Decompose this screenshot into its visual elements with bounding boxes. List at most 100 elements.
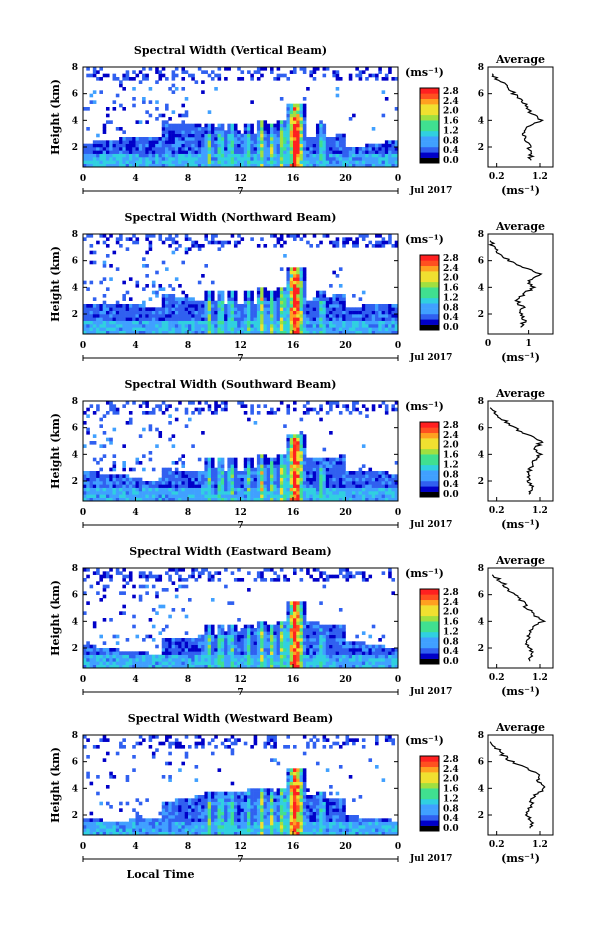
heatmap-cell	[194, 494, 199, 498]
heatmap-cell	[188, 237, 192, 241]
heatmap-cell	[384, 310, 389, 315]
heatmap-cell	[253, 481, 258, 485]
heatmap-cell	[260, 324, 264, 328]
heatmap-cell	[168, 477, 172, 482]
heatmap-cell	[201, 654, 205, 659]
heatmap-cell	[233, 464, 238, 468]
heatmap-cell	[266, 464, 271, 468]
heatmap-cell	[171, 654, 176, 659]
heatmap-cell	[309, 624, 313, 629]
heatmap-cell	[266, 150, 271, 154]
heatmap-cell	[348, 77, 353, 81]
heatmap-cell	[105, 437, 110, 442]
heatmap-cell	[197, 314, 202, 318]
heatmap-cell	[332, 497, 336, 502]
heatmap-cell	[289, 621, 294, 625]
heatmap-cell	[250, 127, 254, 131]
heatmap-cell	[299, 628, 304, 632]
heatmap-cell	[293, 267, 297, 271]
heatmap-cell	[338, 411, 343, 415]
heatmap-cell	[194, 304, 199, 308]
heatmap-cell	[283, 120, 287, 124]
heatmap-cell	[119, 327, 123, 331]
heatmap-cell	[210, 320, 215, 325]
heatmap-cell	[92, 571, 97, 575]
heatmap-cell	[306, 491, 310, 495]
heatmap-cell	[220, 467, 225, 472]
heatmap-cell	[233, 664, 238, 669]
heatmap-cell	[296, 491, 300, 495]
heatmap-cell	[178, 147, 182, 151]
heatmap-cell	[384, 327, 389, 331]
heatmap-cell	[338, 481, 343, 485]
heatmap-cell	[135, 658, 140, 662]
heatmap-cell	[332, 297, 336, 301]
heatmap-cell	[174, 160, 179, 164]
heatmap-cell	[233, 467, 238, 472]
heatmap-cell	[115, 327, 120, 331]
heatmap-cell	[184, 294, 189, 298]
heatmap-cell	[158, 574, 163, 579]
heatmap-cell	[256, 664, 261, 669]
heatmap-cell	[210, 481, 215, 485]
heatmap-cell	[358, 487, 363, 492]
heatmap-cell	[375, 310, 379, 315]
heatmap-cell	[171, 581, 176, 585]
heatmap-cell	[171, 651, 176, 655]
heatmap-cell	[358, 150, 363, 154]
heatmap-cell	[329, 327, 333, 331]
y-tick-label: 8	[72, 63, 78, 73]
heatmap-cell	[210, 651, 215, 655]
heatmap-cell	[296, 320, 300, 325]
heatmap-cell	[384, 477, 389, 482]
heatmap-cell	[276, 628, 281, 632]
heatmap-cell	[312, 137, 317, 141]
heatmap-cell	[89, 324, 94, 328]
heatmap-cell	[384, 157, 389, 161]
heatmap-cell	[240, 648, 245, 652]
heatmap-cell	[115, 304, 120, 308]
heatmap-cell	[240, 157, 245, 161]
heatmap-cell	[332, 240, 336, 245]
x-tick-label: 12	[234, 508, 247, 518]
heatmap-cell	[325, 234, 330, 238]
heatmap-cell	[197, 648, 202, 652]
heatmap-cell	[188, 300, 192, 305]
heatmap-cell	[335, 244, 340, 248]
heatmap-cell	[276, 73, 281, 78]
heatmap-cell	[194, 471, 199, 475]
heatmap-cell	[325, 411, 330, 415]
heatmap-cell	[224, 631, 228, 635]
heatmap-cell	[342, 163, 346, 168]
heatmap-cell	[210, 140, 215, 144]
heatmap-cell	[250, 143, 254, 148]
colorbar-segment	[420, 324, 439, 331]
heatmap-cell	[361, 484, 366, 488]
heatmap-cell	[171, 471, 176, 475]
heatmap-cell	[145, 147, 149, 151]
colorbar-tick-label: 1.6	[443, 117, 459, 127]
heatmap-cell	[201, 658, 205, 662]
heatmap-cell	[102, 618, 107, 622]
heatmap-cell	[204, 234, 208, 238]
heatmap-cell	[293, 277, 297, 281]
heatmap-cell	[322, 330, 327, 335]
heatmap-cell	[151, 307, 156, 311]
heatmap-cell	[240, 638, 245, 642]
heatmap-cell	[302, 611, 307, 615]
heatmap-cell	[322, 638, 327, 642]
heatmap-cell	[181, 157, 186, 161]
heatmap-cell	[128, 297, 133, 301]
heatmap-cell	[365, 304, 369, 308]
heatmap-cell	[217, 123, 222, 128]
heatmap-cell	[171, 83, 176, 88]
heatmap-cell	[158, 160, 163, 164]
heatmap-cell	[142, 571, 146, 575]
heatmap-cell	[224, 497, 228, 502]
heatmap-cell	[178, 568, 182, 572]
heatmap-cell	[279, 487, 284, 492]
heatmap-cell	[227, 137, 231, 141]
heatmap-cell	[381, 474, 386, 478]
heatmap-cell	[230, 497, 235, 502]
heatmap-cell	[286, 638, 291, 642]
